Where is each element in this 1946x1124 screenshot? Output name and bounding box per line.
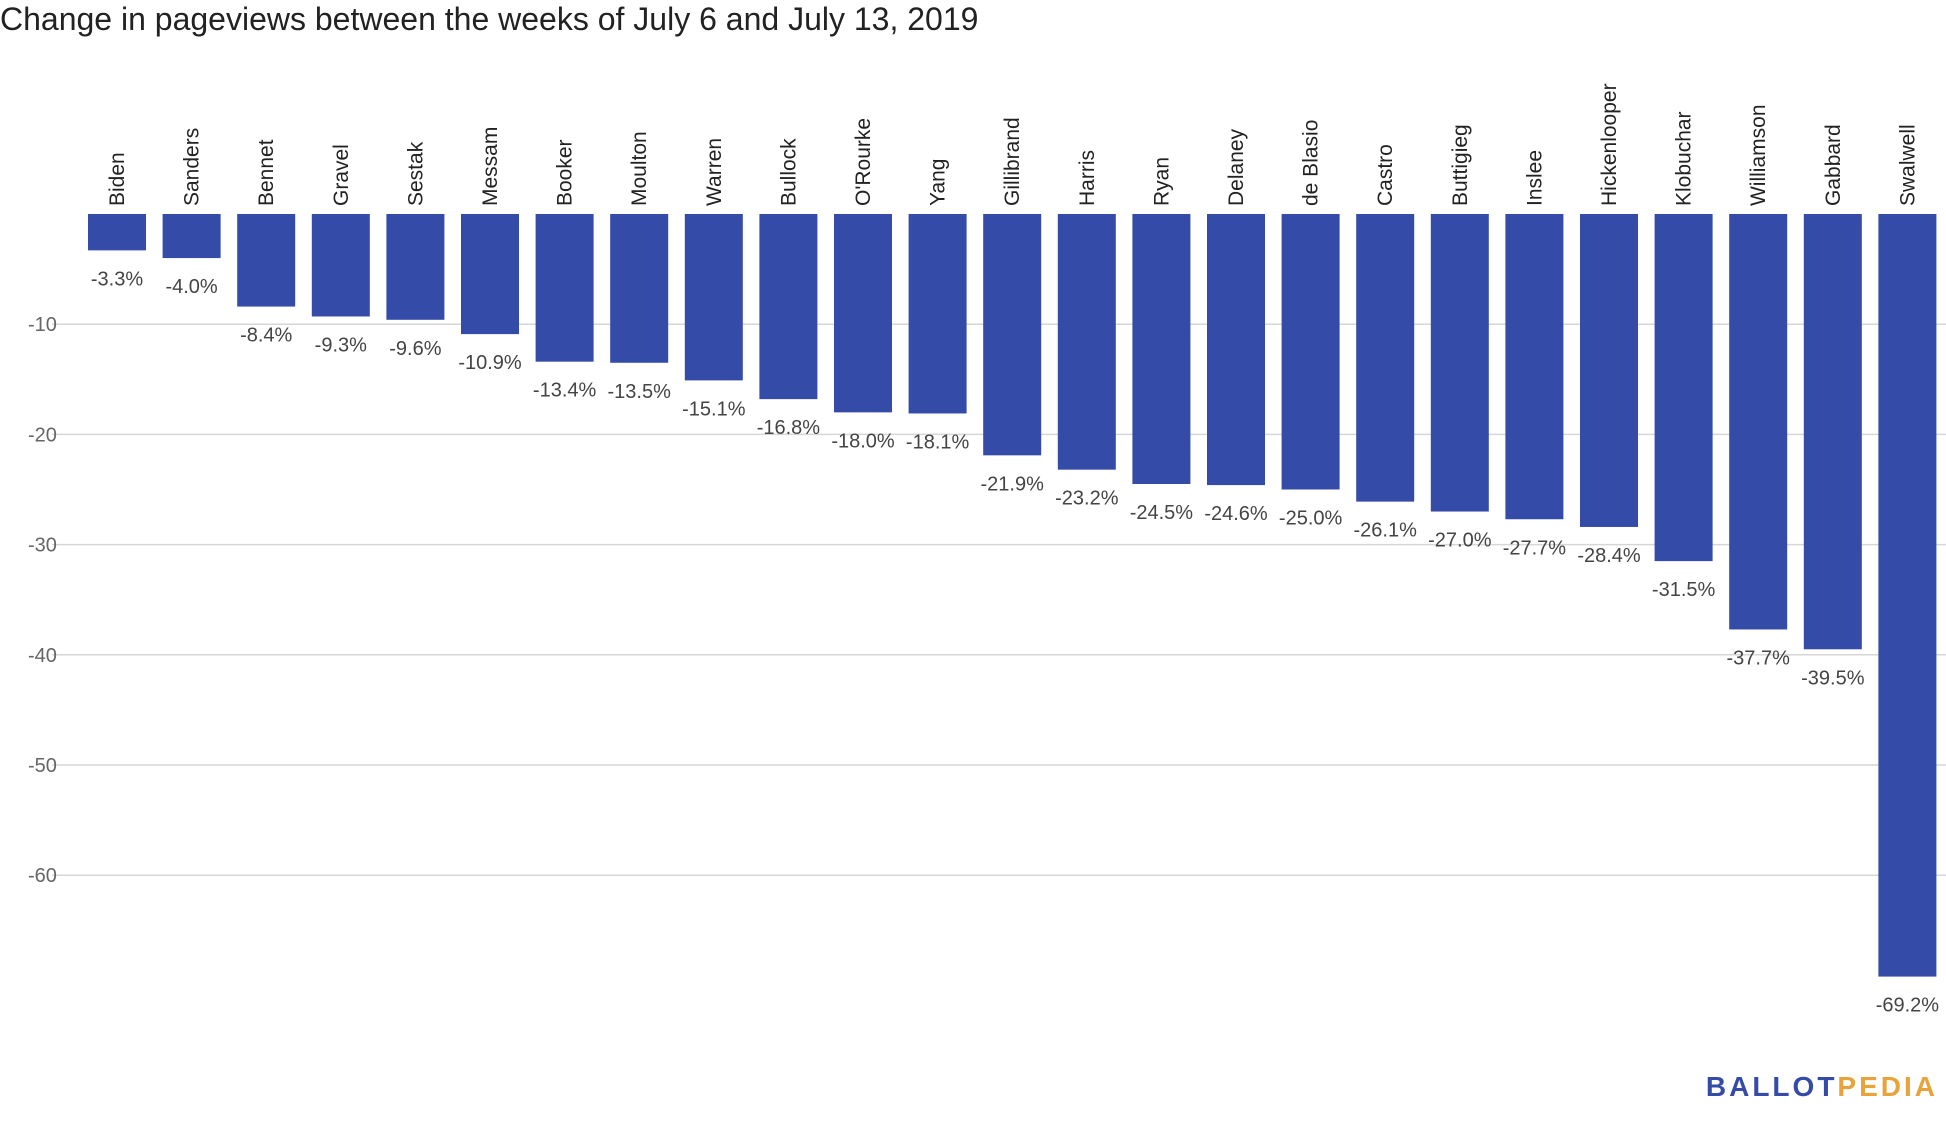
data-label: -13.5% <box>608 381 672 403</box>
y-axis-ticks: -10 -20 -30 -40 -50 -60 <box>28 314 57 887</box>
bar-castro <box>1356 214 1415 502</box>
y-tick-label: -30 <box>28 535 57 557</box>
data-label: -27.0% <box>1428 530 1492 552</box>
bar-de-blasio <box>1281 214 1340 490</box>
bar-klobuchar <box>1654 214 1713 562</box>
category-label: Bennet <box>255 139 278 206</box>
y-tick-label: -20 <box>28 424 57 446</box>
category-label: Biden <box>106 152 129 206</box>
data-label: -26.1% <box>1354 520 1418 542</box>
data-label: -8.4% <box>240 325 292 347</box>
category-label: O'Rourke <box>852 118 875 206</box>
category-label: Inslee <box>1523 150 1546 206</box>
bar-booker <box>535 214 594 362</box>
data-label: -9.6% <box>389 338 441 360</box>
category-label: Warren <box>703 138 726 206</box>
bar-ryan <box>1132 214 1191 484</box>
logo-text-pedia: PEDIA <box>1837 1071 1938 1102</box>
category-label: Harris <box>1076 150 1099 206</box>
bar-buttigieg <box>1430 214 1489 512</box>
bar-messam <box>461 214 519 335</box>
category-label: Buttigieg <box>1449 124 1472 206</box>
y-tick-label: -50 <box>28 755 57 777</box>
category-label: Sanders <box>181 128 204 206</box>
category-label: Swalwell <box>1896 124 1919 206</box>
bar-inslee <box>1505 214 1564 520</box>
bar-gravel <box>311 214 370 317</box>
data-label: -69.2% <box>1876 995 1940 1017</box>
chart-title: Change in pageviews between the weeks of… <box>0 1 978 37</box>
data-label: -24.5% <box>1130 502 1194 524</box>
data-labels: -3.3% -4.0% -8.4% -9.3% -9.6% -10.9% -13.4% -13… <box>91 268 1939 1016</box>
category-label: Ryan <box>1150 157 1173 206</box>
bar-gillibrand <box>983 214 1042 456</box>
category-label: Delaney <box>1225 128 1248 206</box>
category-label: Castro <box>1374 144 1397 206</box>
category-label: Sestak <box>404 141 427 206</box>
bar-bullock <box>759 214 818 400</box>
data-label: -25.0% <box>1279 508 1343 530</box>
data-label: -10.9% <box>458 352 522 374</box>
data-label: -18.0% <box>831 430 895 452</box>
category-label: Bullock <box>777 138 800 206</box>
bar-hickenlooper <box>1580 214 1638 527</box>
category-label: Messam <box>479 127 502 206</box>
data-label: -16.8% <box>757 417 821 439</box>
data-label: -37.7% <box>1727 647 1791 669</box>
y-tick-label: -40 <box>28 645 57 667</box>
category-label: Gravel <box>330 144 353 206</box>
category-label: Williamson <box>1747 104 1770 206</box>
category-label: Moulton <box>628 131 651 206</box>
bar-delaney <box>1207 214 1265 486</box>
y-tick-label: -60 <box>28 865 57 887</box>
bar-swalwell <box>1878 214 1937 977</box>
bars <box>88 214 1937 977</box>
bar-sestak <box>386 214 445 320</box>
bar-bennet <box>237 214 296 307</box>
ballotpedia-logo: BALLOTPEDIA <box>1706 1071 1938 1102</box>
data-label: -24.6% <box>1204 503 1268 525</box>
data-label: -27.7% <box>1503 537 1567 559</box>
logo-text-ballot: BALLOT <box>1706 1071 1838 1102</box>
bar-williamson <box>1729 214 1788 630</box>
data-label: -15.1% <box>682 398 746 420</box>
category-label: Klobuchar <box>1673 111 1696 206</box>
bar-warren <box>684 214 743 381</box>
svg-text:BALLOTPEDIA: BALLOTPEDIA <box>1706 1071 1938 1102</box>
category-label: Hickenlooper <box>1598 83 1621 206</box>
y-tick-label: -10 <box>28 314 57 336</box>
category-label: Gillibrand <box>1001 117 1024 206</box>
data-label: -9.3% <box>315 334 367 356</box>
data-label: -23.2% <box>1055 488 1119 510</box>
category-labels: Biden Sanders Bennet Gravel Sestak Messam Book… <box>106 83 1919 206</box>
data-label: -31.5% <box>1652 579 1716 601</box>
data-label: -3.3% <box>91 268 143 290</box>
bar-sanders <box>162 214 221 259</box>
category-label: Booker <box>554 139 577 206</box>
bar-harris <box>1057 214 1116 470</box>
data-label: -4.0% <box>165 276 217 298</box>
bar-moulton <box>610 214 669 363</box>
data-label: -39.5% <box>1801 667 1865 689</box>
category-label: de Blasio <box>1300 120 1323 206</box>
category-label: Yang <box>927 159 950 207</box>
bar-biden <box>88 214 146 251</box>
data-label: -21.9% <box>981 473 1045 495</box>
bar-gabbard <box>1803 214 1862 650</box>
bar-o-rourke <box>834 214 892 413</box>
data-label: -18.1% <box>906 431 970 453</box>
data-label: -28.4% <box>1577 545 1641 567</box>
bar-yang <box>908 214 967 414</box>
data-label: -13.4% <box>533 380 597 402</box>
category-label: Gabbard <box>1822 124 1845 206</box>
